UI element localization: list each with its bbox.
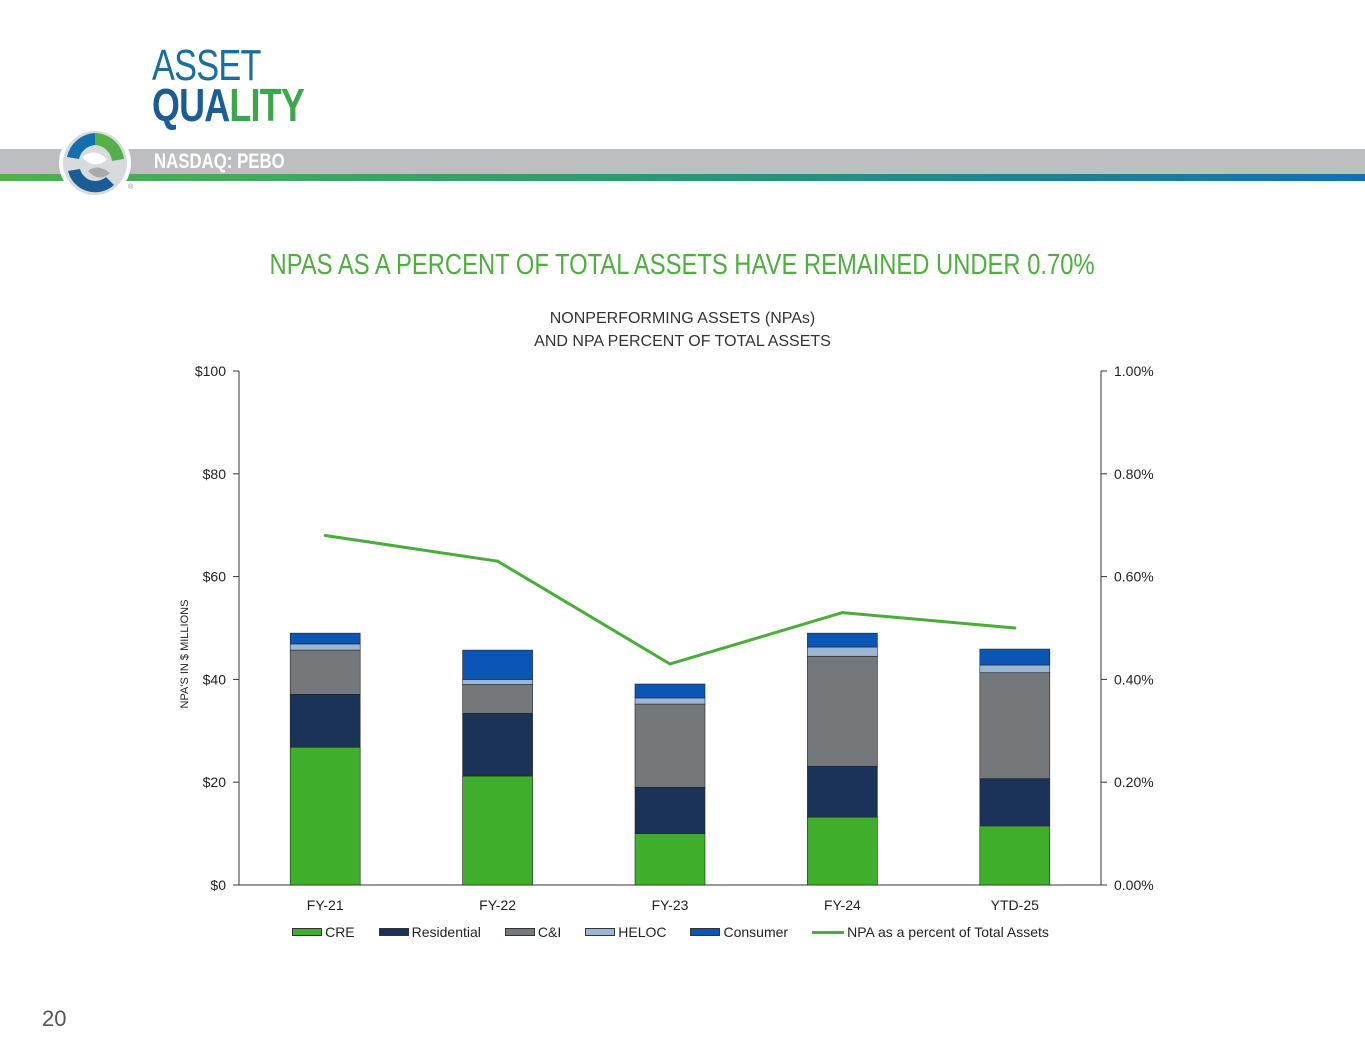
chart-title-line2: AND NPA PERCENT OF TOTAL ASSETS xyxy=(534,333,831,350)
bar-heloc-fy-24 xyxy=(807,646,878,657)
header-title-part2: LITY xyxy=(229,79,305,131)
npa-percent-point-ytd-25 xyxy=(1013,626,1017,630)
legend-label-cre: CRE xyxy=(325,924,355,940)
bar-c-i-fy-23 xyxy=(634,703,706,788)
bar-cre-ytd-25 xyxy=(979,825,1051,886)
bar-residential-fy-21 xyxy=(289,694,361,748)
legend-swatch-cre xyxy=(292,928,323,936)
bar-cre-fy-23 xyxy=(634,833,706,886)
bar-heloc-ytd-25 xyxy=(979,664,1051,674)
npa-percent-point-fy-24 xyxy=(840,611,844,615)
legend-swatch-consumer xyxy=(690,928,721,936)
bar-consumer-fy-21 xyxy=(289,632,361,645)
npa-percent-point-fy-21 xyxy=(323,533,327,537)
y-tick-label-right: 0.80% xyxy=(1114,466,1154,482)
bar-cre-fy-22 xyxy=(462,775,533,886)
header-title-part1: QUA xyxy=(152,79,230,131)
legend-item-heloc: HELOC xyxy=(585,924,666,940)
bar-residential-fy-23 xyxy=(634,787,706,834)
legend-label-consumer: Consumer xyxy=(723,924,789,940)
bar-c-i-fy-24 xyxy=(807,655,878,767)
bar-residential-fy-24 xyxy=(807,765,878,818)
chart-subtitle: NONPERFORMING ASSETS (NPAs) AND NPA PERC… xyxy=(0,307,1365,353)
legend-item-npa-percent: NPA as a percent of Total Assets xyxy=(812,924,1049,940)
npa-percent-point-fy-23 xyxy=(668,662,672,666)
y-tick-label-left: $40 xyxy=(203,671,227,687)
bar-consumer-ytd-25 xyxy=(979,648,1051,666)
y-tick-label-right: 0.20% xyxy=(1114,774,1154,790)
x-tick-label: FY-21 xyxy=(307,897,344,913)
legend-swatch-residential xyxy=(378,928,409,936)
chart-title-line1: NONPERFORMING ASSETS (NPAs) xyxy=(549,310,816,327)
y-tick-label-right: 0.40% xyxy=(1114,671,1154,687)
header-band xyxy=(0,149,1365,174)
legend-swatch-heloc xyxy=(585,928,616,936)
y-tick-label-left: $20 xyxy=(203,774,227,790)
bar-c-i-fy-22 xyxy=(462,684,533,714)
legend-label-residential: Residential xyxy=(411,924,481,940)
y-tick-label-left: $100 xyxy=(195,363,226,379)
company-logo-icon: ® xyxy=(59,127,134,199)
y-tick-label-left: $0 xyxy=(210,877,226,893)
svg-text:®: ® xyxy=(128,183,134,191)
legend-label-npa-percent: NPA as a percent of Total Assets xyxy=(847,924,1049,940)
y-tick-label-right: 1.00% xyxy=(1114,363,1154,379)
y-tick-label-right: 0.00% xyxy=(1114,877,1154,893)
y-axis-title: NPA'S IN $ MILLIONS xyxy=(179,600,191,709)
bar-residential-fy-22 xyxy=(462,713,533,777)
y-tick-label-right: 0.60% xyxy=(1114,569,1154,585)
ticker-label: NASDAQ: PEBO xyxy=(154,150,285,173)
legend-item-cre: CRE xyxy=(292,924,355,940)
chart-headline-text: NPAS AS A PERCENT OF TOTAL ASSETS HAVE R… xyxy=(269,249,1096,281)
x-tick-label: FY-24 xyxy=(824,897,861,913)
y-tick-label-left: $80 xyxy=(203,466,227,482)
chart-legend: CRE Residential C&I HELOC Consumer NPA a… xyxy=(0,924,1365,940)
bar-consumer-fy-23 xyxy=(634,683,706,699)
legend-label-heloc: HELOC xyxy=(618,924,667,940)
legend-item-consumer: Consumer xyxy=(690,924,788,940)
header-title-line1: ASSET xyxy=(152,41,261,90)
bar-cre-fy-24 xyxy=(807,816,878,886)
npa-percent-line xyxy=(324,533,1015,666)
bar-cre-fy-21 xyxy=(289,746,361,886)
legend-item-ci: C&I xyxy=(504,924,562,940)
page-number: 20 xyxy=(42,1006,67,1031)
x-tick-label: FY-23 xyxy=(652,897,689,913)
bar-consumer-fy-24 xyxy=(807,632,878,648)
npa-percent-point-fy-22 xyxy=(496,559,500,563)
x-tick-label: YTD-25 xyxy=(991,897,1039,913)
bar-heloc-fy-23 xyxy=(634,697,706,705)
bar-consumer-fy-22 xyxy=(462,649,533,680)
legend-item-residential: Residential xyxy=(378,924,481,940)
bar-c-i-fy-21 xyxy=(289,649,361,695)
bar-residential-ytd-25 xyxy=(979,778,1051,827)
chart-headline: NPAS AS A PERCENT OF TOTAL ASSETS HAVE R… xyxy=(0,249,1365,282)
y-tick-label-left: $60 xyxy=(203,569,227,585)
bar-c-i-ytd-25 xyxy=(979,672,1051,779)
legend-swatch-ci xyxy=(504,928,535,936)
bar-heloc-fy-21 xyxy=(289,643,361,651)
legend-line-npa-percent xyxy=(812,930,845,934)
x-tick-label: FY-22 xyxy=(479,897,516,913)
bar-heloc-fy-22 xyxy=(462,679,533,685)
header-title-line2: QUALITY xyxy=(152,82,305,128)
legend-label-ci: C&I xyxy=(537,924,562,940)
header-gradient-stripe xyxy=(0,174,1365,181)
